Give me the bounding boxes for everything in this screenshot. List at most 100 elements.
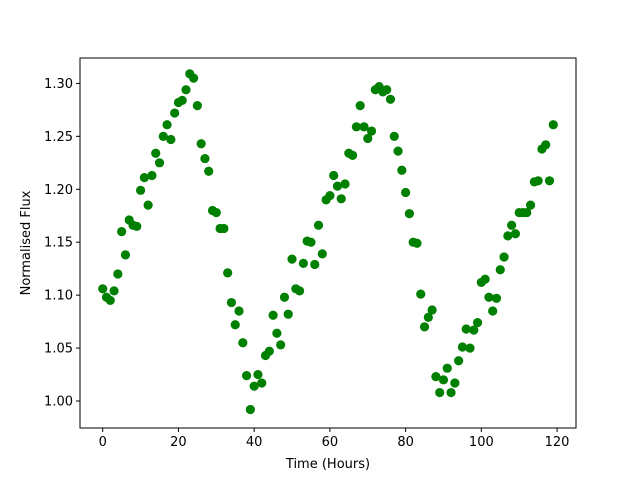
data-point bbox=[484, 292, 494, 302]
data-point bbox=[461, 324, 471, 334]
data-point bbox=[317, 249, 327, 259]
x-tick-label: 40 bbox=[246, 435, 263, 450]
data-point bbox=[480, 274, 490, 284]
y-tick-label: 1.05 bbox=[44, 342, 73, 357]
data-point bbox=[283, 309, 293, 319]
data-point bbox=[132, 221, 142, 231]
data-point bbox=[393, 146, 403, 156]
data-point bbox=[276, 340, 286, 350]
data-point bbox=[120, 250, 131, 260]
data-point bbox=[295, 286, 305, 296]
x-tick-label: 0 bbox=[99, 435, 107, 450]
data-point bbox=[219, 223, 229, 234]
data-point bbox=[230, 320, 240, 330]
data-point bbox=[196, 139, 206, 149]
data-point bbox=[438, 375, 449, 385]
data-point bbox=[431, 372, 441, 382]
data-point bbox=[109, 286, 119, 296]
data-point bbox=[363, 133, 373, 144]
y-tick-label: 1.10 bbox=[44, 289, 73, 304]
data-point bbox=[298, 258, 308, 268]
data-point bbox=[507, 220, 517, 230]
data-point bbox=[287, 254, 297, 264]
plot-frame bbox=[79, 57, 577, 429]
data-point bbox=[257, 378, 267, 388]
data-point bbox=[397, 165, 407, 175]
y-axis-label: Normalised Flux bbox=[19, 190, 34, 295]
data-point bbox=[158, 131, 168, 141]
data-point bbox=[472, 318, 483, 328]
data-point bbox=[105, 295, 115, 306]
data-point bbox=[154, 158, 165, 168]
data-point bbox=[404, 209, 414, 219]
data-point bbox=[348, 150, 358, 160]
data-point bbox=[366, 126, 377, 136]
x-axis-label: Time (Hours) bbox=[285, 457, 370, 472]
y-tick-label: 1.30 bbox=[44, 77, 73, 92]
data-point bbox=[412, 238, 422, 248]
data-point bbox=[113, 269, 123, 279]
data-point bbox=[525, 200, 536, 210]
x-tick-label: 20 bbox=[170, 435, 187, 450]
data-point bbox=[544, 176, 555, 186]
data-point bbox=[325, 191, 335, 201]
y-axis-ticks: 1.00 1.05 1.10 1.15 1.20 1.25 1.30 bbox=[44, 77, 80, 410]
data-point bbox=[143, 200, 153, 210]
data-point bbox=[541, 140, 551, 150]
data-point bbox=[465, 343, 475, 353]
data-point bbox=[329, 170, 339, 181]
data-point bbox=[313, 220, 324, 230]
data-point bbox=[211, 207, 221, 218]
data-point bbox=[188, 73, 199, 83]
y-tick-label: 1.15 bbox=[44, 236, 73, 251]
x-tick-label: 60 bbox=[322, 435, 339, 450]
x-tick-label: 100 bbox=[469, 435, 494, 450]
data-point bbox=[279, 292, 290, 302]
data-point bbox=[416, 289, 426, 299]
data-point bbox=[268, 310, 278, 320]
data-point bbox=[223, 268, 233, 278]
data-point bbox=[355, 101, 365, 111]
x-axis-ticks: 0 20 40 60 80 100 120 bbox=[99, 428, 570, 450]
data-point bbox=[499, 252, 509, 262]
data-point bbox=[427, 305, 437, 315]
data-point bbox=[147, 170, 157, 181]
data-point bbox=[385, 94, 396, 104]
data-point bbox=[450, 378, 460, 388]
data-point bbox=[264, 346, 274, 356]
data-point bbox=[200, 153, 210, 164]
data-point bbox=[253, 369, 263, 380]
data-point bbox=[98, 284, 108, 294]
data-point bbox=[162, 120, 172, 130]
data-point bbox=[533, 176, 543, 186]
data-point bbox=[495, 265, 505, 275]
data-point bbox=[245, 404, 255, 415]
data-point bbox=[226, 297, 237, 308]
data-point bbox=[151, 148, 161, 158]
data-point bbox=[332, 181, 343, 191]
data-point bbox=[340, 179, 350, 189]
data-point bbox=[548, 120, 558, 130]
data-point bbox=[166, 134, 176, 145]
data-point bbox=[181, 85, 191, 95]
data-point bbox=[192, 101, 202, 111]
data-point bbox=[234, 306, 244, 316]
data-point bbox=[435, 387, 445, 398]
data-point bbox=[401, 187, 411, 198]
data-point bbox=[351, 122, 361, 132]
data-point bbox=[204, 166, 214, 176]
data-point bbox=[306, 237, 316, 247]
data-point bbox=[382, 85, 392, 95]
data-point bbox=[491, 293, 502, 303]
data-point bbox=[177, 95, 187, 105]
data-points bbox=[98, 69, 558, 415]
x-tick-label: 120 bbox=[545, 435, 570, 450]
data-point bbox=[389, 131, 399, 141]
data-point bbox=[419, 322, 430, 332]
data-point bbox=[249, 381, 259, 391]
data-point bbox=[242, 371, 252, 381]
data-point bbox=[446, 387, 456, 398]
data-point bbox=[359, 122, 369, 132]
